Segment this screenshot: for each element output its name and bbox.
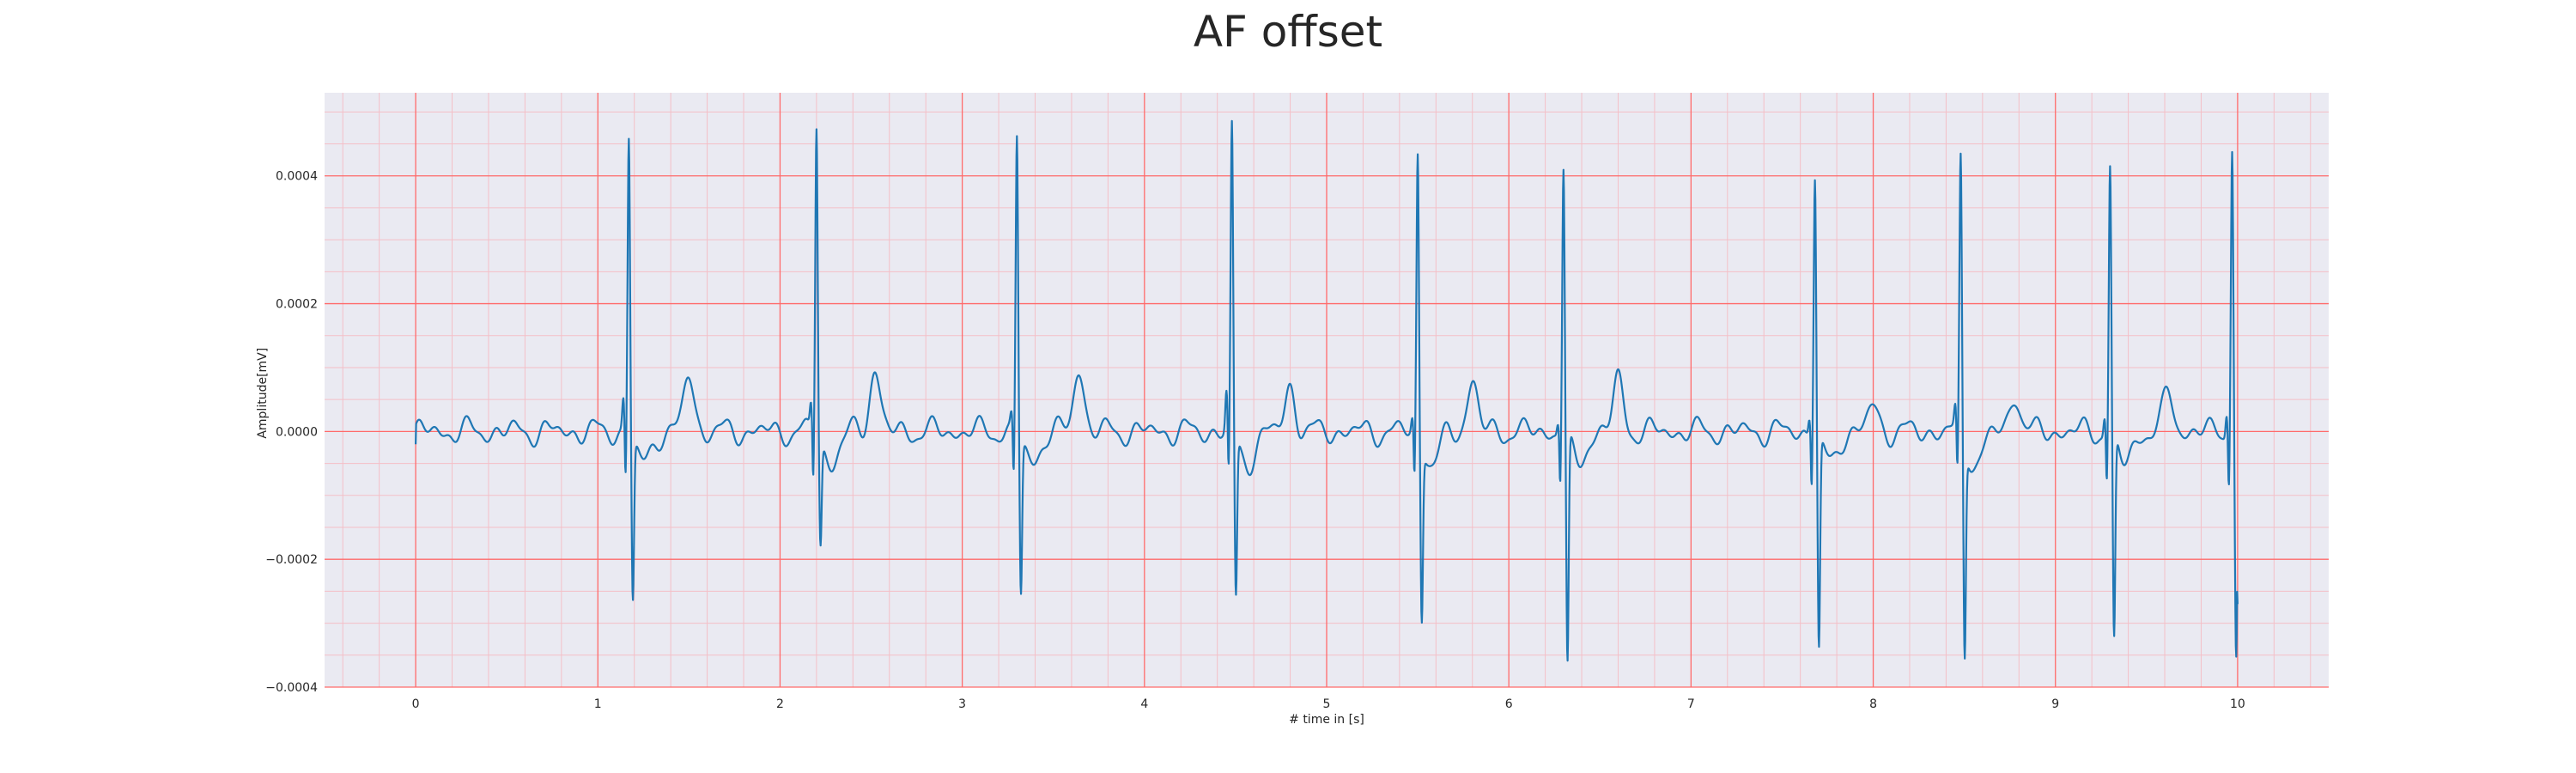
y-tick-label: 0.0000 (276, 425, 318, 439)
y-axis-label: Amplitude[mV] (256, 348, 270, 439)
y-tick-labels: −0.0004 −0.0002 0.0000 0.0002 0.0004 (265, 170, 318, 695)
x-tick-label: 4 (1140, 697, 1148, 711)
x-tick-label: 1 (594, 697, 602, 711)
y-tick-label: 0.0002 (276, 298, 318, 312)
x-tick-label: 9 (2051, 697, 2059, 711)
x-tick-label: 3 (958, 697, 966, 711)
x-tick-label: 2 (776, 697, 784, 711)
y-tick-label: −0.0004 (265, 681, 318, 695)
x-tick-label: 0 (412, 697, 420, 711)
y-tick-label: 0.0004 (276, 170, 318, 184)
x-axis-label: # time in [s] (1289, 713, 1364, 727)
x-tick-label: 6 (1505, 697, 1513, 711)
x-tick-labels: 0 1 2 3 4 5 6 7 8 9 10 (412, 697, 2245, 711)
x-tick-label: 10 (2230, 697, 2245, 711)
x-tick-label: 7 (1687, 697, 1695, 711)
x-tick-label: 8 (1869, 697, 1877, 711)
x-tick-label: 5 (1323, 697, 1331, 711)
y-tick-label: −0.0002 (265, 553, 318, 567)
